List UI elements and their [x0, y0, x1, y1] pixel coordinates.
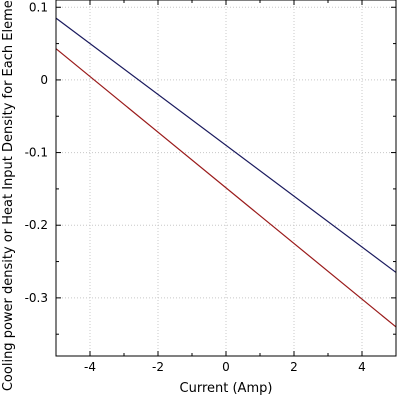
y-tick-label: -0.2 — [25, 218, 48, 232]
ticks — [55, 0, 397, 356]
y-tick-label: -0.3 — [25, 291, 48, 305]
series-layer — [55, 17, 397, 328]
x-tick-label: -2 — [152, 360, 164, 374]
x-tick-label: 4 — [358, 360, 366, 374]
y-tick-label: 0 — [40, 73, 48, 87]
y-axis-label: Cooling power density or Heat Input Dens… — [1, 0, 16, 391]
series-line-2 — [55, 48, 397, 328]
y-tick-labels: 0.1 0 -0.1 -0.2 -0.3 — [25, 0, 48, 305]
x-axis-label: Current (Amp) — [180, 381, 273, 396]
x-tick-label: -4 — [84, 360, 96, 374]
x-tick-labels: -4 -2 0 2 4 — [84, 360, 366, 374]
y-tick-label: -0.1 — [25, 146, 48, 160]
y-tick-label: 0.1 — [29, 0, 48, 14]
series-line-1 — [55, 17, 397, 273]
x-tick-label: 0 — [222, 360, 230, 374]
grid — [56, 0, 396, 356]
x-tick-label: 2 — [290, 360, 298, 374]
